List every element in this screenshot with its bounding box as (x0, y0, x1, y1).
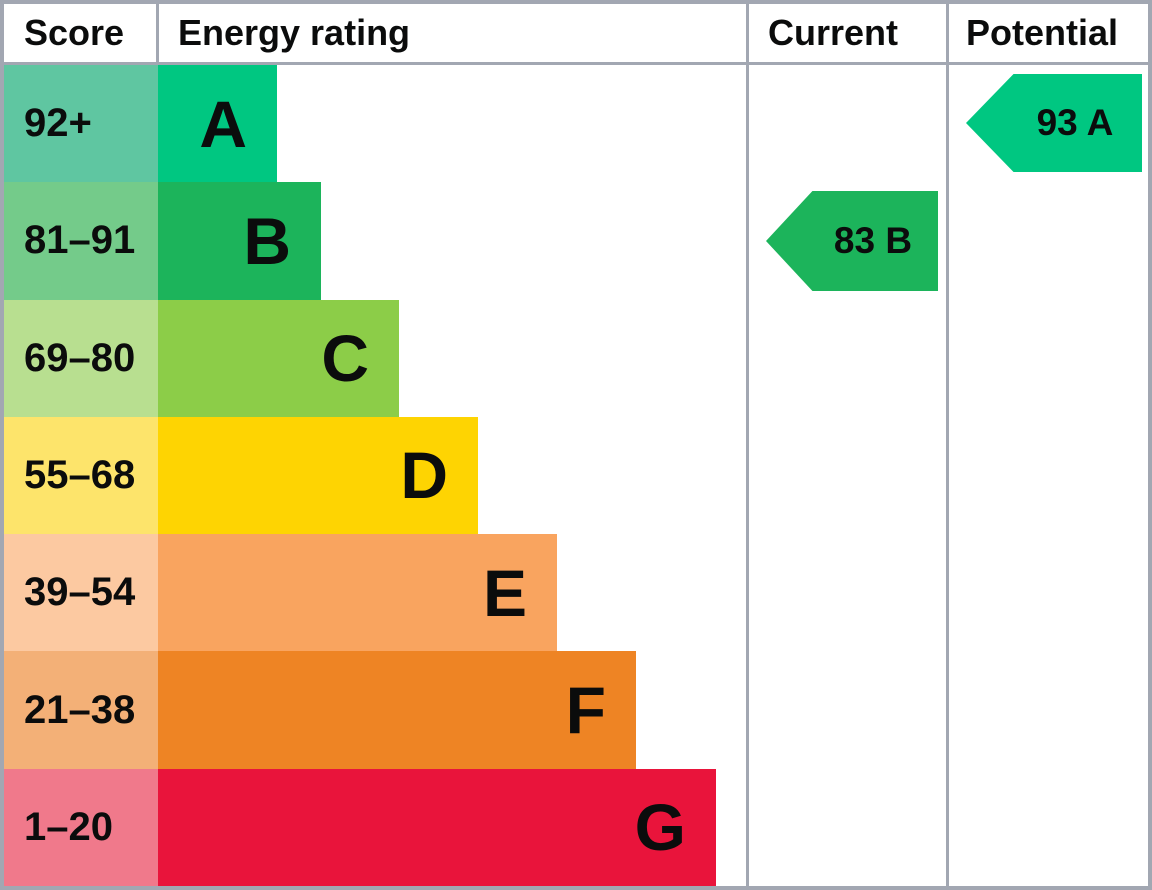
band-letter: A (199, 86, 247, 161)
score-cell: 39–54 (4, 534, 158, 652)
band-row-d: 55–68 D (4, 416, 1148, 535)
band-bar: A (158, 65, 277, 183)
band-rows: 92+ A 81–91 B 69–80 C 55–68 D 39–54 E 21… (4, 65, 1148, 886)
score-cell: 81–91 (4, 182, 158, 300)
band-row-c: 69–80 C (4, 299, 1148, 417)
current-rating-label: 83 B (833, 220, 913, 261)
band-letter: D (400, 438, 448, 513)
band-bar: D (158, 416, 478, 535)
score-column-divider (156, 4, 159, 62)
score-cell: 69–80 (4, 299, 158, 417)
potential-rating-label: 93 A (1036, 102, 1114, 143)
band-bar: F (158, 651, 636, 769)
band-letter: F (565, 673, 606, 748)
score-cell: 1–20 (4, 768, 158, 886)
column-header-current: Current (768, 12, 899, 53)
band-row-f: 21–38 F (4, 651, 1148, 769)
band-row-a: 92+ A (4, 65, 1148, 183)
band-bar: G (158, 768, 716, 886)
band-row-b: 81–91 B (4, 182, 1148, 300)
band-bar: C (158, 299, 399, 417)
band-bar: E (158, 534, 557, 652)
band-letter: B (243, 203, 291, 278)
band-row-g: 1–20 G (4, 768, 1148, 886)
band-letter: C (321, 321, 369, 396)
band-bar: B (158, 182, 321, 300)
band-row-e: 39–54 E (4, 534, 1148, 652)
score-cell: 92+ (4, 65, 158, 183)
header-row: Score Energy rating Current Potential (4, 4, 1148, 65)
score-cell: 55–68 (4, 416, 158, 535)
current-column-divider (746, 4, 749, 886)
score-cell: 21–38 (4, 651, 158, 769)
column-header-potential: Potential (966, 12, 1119, 53)
column-header-energy-rating: Energy rating (178, 12, 411, 53)
potential-column-divider (946, 4, 949, 886)
band-letter: E (482, 555, 527, 630)
column-header-score: Score (24, 12, 125, 53)
band-letter: G (634, 790, 686, 865)
